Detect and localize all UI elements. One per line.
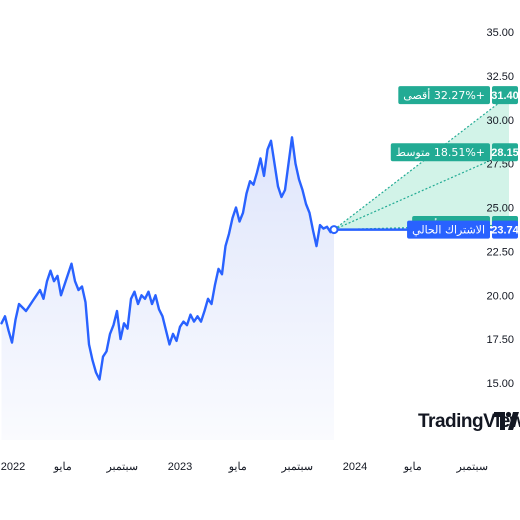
x-tick-label: سبتمبر [105, 461, 138, 473]
forecast-layer [333, 94, 510, 231]
y-axis: 35.00 32.50 30.00 27.50 25.00 22.50 20.00 17.50… [486, 27, 514, 390]
forecast-line-high [333, 94, 510, 231]
tradingview-logo-icon [494, 411, 519, 430]
y-tick-label: 35.00 [486, 27, 514, 39]
value-label-high: 31.40 [491, 90, 519, 102]
tradingview-watermark: TradingView [418, 411, 520, 432]
x-tick-label: سبتمبر [455, 461, 488, 473]
tag-box-avg [390, 143, 490, 162]
current-price-point [329, 225, 339, 235]
x-axis: 2022 مايو سبتمبر 2023 مايو سبتمبر 2024 مايو سبتم… [1, 461, 488, 473]
y-tick-label: 30.00 [486, 115, 514, 127]
x-tick-label: مايو [403, 461, 422, 473]
tag-box-high [398, 86, 490, 105]
price-area [1, 137, 334, 441]
x-tick-label: مايو [53, 461, 72, 473]
price-area-layer [1, 137, 334, 441]
x-tick-label: 2023 [168, 461, 192, 473]
value-box-avg [492, 143, 518, 162]
logo-dot [505, 411, 512, 418]
y-tick-label: 15.00 [486, 378, 514, 390]
price-line [0, 136, 336, 381]
forecast-label-high: 31.40 +32.27% أقصى [398, 86, 519, 105]
y-tick-label: 27.50 [486, 159, 514, 171]
value-label-current: 23.74 [491, 225, 519, 237]
logo-part [494, 412, 505, 430]
value-box-high [492, 86, 518, 105]
y-tick-label: 22.50 [486, 246, 514, 258]
x-tick-label: 2024 [343, 461, 367, 473]
logo-part [508, 412, 519, 430]
tag-label-avg: +18.51% متوسط [396, 146, 485, 159]
price-line-layer [0, 136, 339, 381]
forecast-label-current: 23.74 الاشتراك الحالي [407, 220, 520, 239]
tag-label-high: +32.27% أقصى [403, 88, 485, 102]
y-tick-label: 32.50 [486, 71, 514, 83]
value-box-current [492, 220, 518, 239]
forecast-label-avg: 28.15 +18.51% متوسط [390, 143, 519, 162]
x-tick-label: مايو [228, 461, 247, 473]
y-tick-label: 17.50 [486, 334, 514, 346]
tag-box-current [407, 220, 490, 239]
value-label-avg: 28.15 [491, 147, 519, 159]
tag-label-current: الاشتراك الحالي [412, 224, 485, 237]
y-tick-label: 20.00 [486, 290, 514, 302]
x-tick-label: سبتمبر [280, 461, 313, 473]
x-tick-label: 2022 [1, 461, 25, 473]
y-tick-label: 25.00 [486, 203, 514, 215]
